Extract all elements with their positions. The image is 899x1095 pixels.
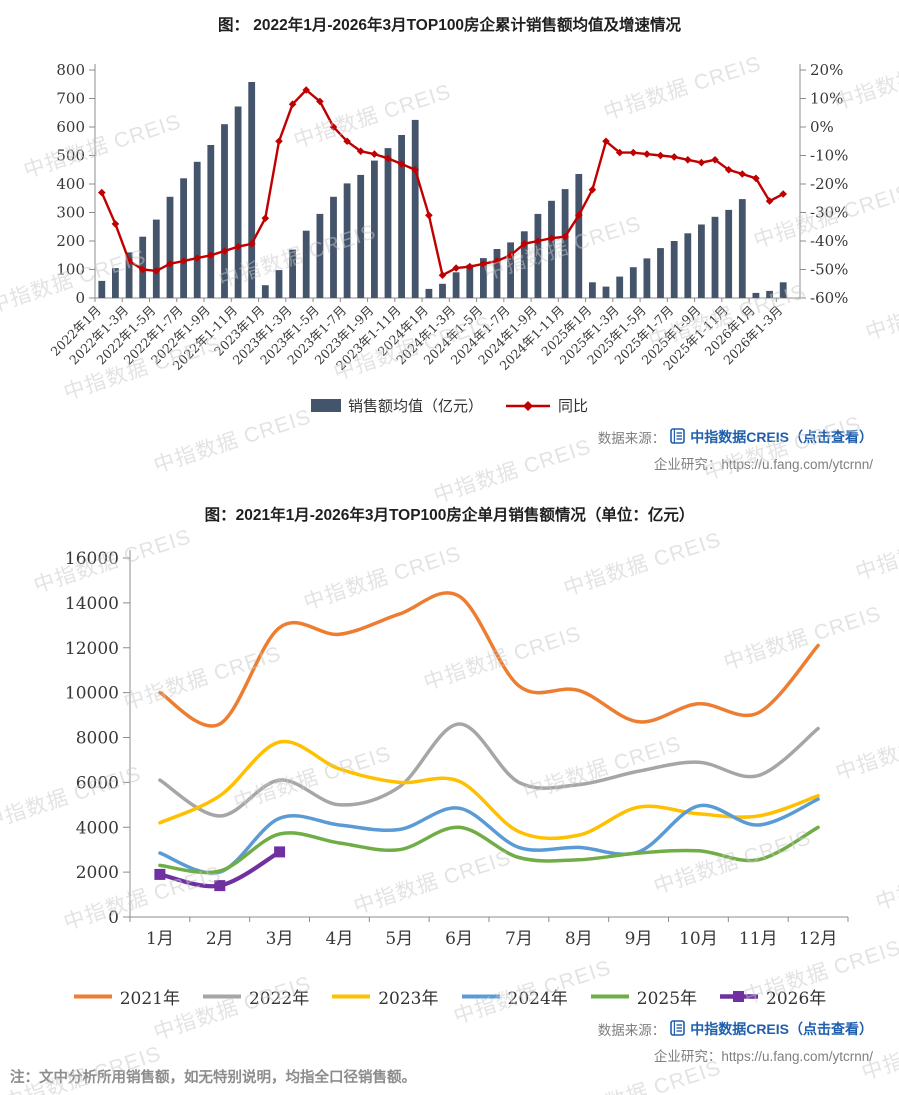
legend-label: 2022年 bbox=[248, 989, 310, 1009]
svg-text:0: 0 bbox=[75, 289, 85, 307]
svg-text:2月: 2月 bbox=[206, 929, 234, 949]
legend-item-2026年: 2026年 bbox=[719, 984, 826, 1009]
legend-item-2021年: 2021年 bbox=[73, 984, 180, 1009]
legend-label: 2025年 bbox=[636, 989, 698, 1009]
chart1-legend: 销售额均值（亿元） 同比 bbox=[0, 395, 899, 416]
footnote: 注：文中分析所用销售额，如无特别说明，均指全口径销售额。 bbox=[10, 1070, 416, 1086]
svg-text:3月: 3月 bbox=[266, 929, 294, 949]
svg-text:10%: 10% bbox=[810, 90, 843, 108]
svg-text:-10%: -10% bbox=[810, 147, 848, 165]
svg-text:-60%: -60% bbox=[810, 289, 848, 307]
svg-text:400: 400 bbox=[56, 175, 85, 193]
svg-text:12000: 12000 bbox=[65, 639, 119, 659]
svg-text:-20%: -20% bbox=[810, 175, 848, 193]
line-swatch bbox=[332, 994, 371, 999]
research-link[interactable]: 企业研究：https://u.fang.com/ytcrnn/ bbox=[653, 1049, 873, 1064]
svg-text:6000: 6000 bbox=[76, 773, 119, 793]
watermark-text: 中指数据 CREIS bbox=[430, 435, 595, 508]
svg-text:16000: 16000 bbox=[65, 549, 119, 569]
svg-text:6月: 6月 bbox=[445, 929, 473, 949]
svg-text:8000: 8000 bbox=[76, 729, 119, 749]
svg-text:-40%: -40% bbox=[810, 232, 848, 250]
svg-text:0: 0 bbox=[108, 908, 119, 928]
svg-text:700: 700 bbox=[56, 90, 85, 108]
legend-label: 同比 bbox=[558, 397, 589, 415]
svg-text:5月: 5月 bbox=[385, 929, 413, 949]
creis-link[interactable]: 中指数据CREIS（点击查看） bbox=[690, 429, 873, 445]
source-block-1: 数据来源： 中指数据CREIS（点击查看） 企业研究：https://u.fan… bbox=[598, 424, 873, 476]
chart1-title: 图： 2022年1月-2026年3月TOP100房企累计销售额均值及增速情况 bbox=[217, 17, 682, 34]
data-source-label: 数据来源： bbox=[597, 1023, 666, 1038]
research-row: 企业研究：https://u.fang.com/ytcrnn/ bbox=[598, 450, 873, 476]
legend-item-yoy-line: 同比 bbox=[505, 395, 588, 416]
source-block-2: 数据来源： 中指数据CREIS（点击查看） 企业研究：https://u.fan… bbox=[598, 1016, 873, 1068]
monthly-sales-line-chart: 0 2000 4000 6000 8000 10000 12000 14000 16000 1月 2… bbox=[65, 549, 849, 949]
line-swatch bbox=[720, 991, 759, 1002]
svg-text:600: 600 bbox=[56, 118, 85, 136]
line-swatch bbox=[73, 994, 112, 999]
legend-item-bar-avg-sales: 销售额均值（亿元） bbox=[310, 395, 483, 416]
legend-label: 销售额均值（亿元） bbox=[347, 397, 483, 415]
svg-text:1月: 1月 bbox=[146, 929, 174, 949]
svg-text:-30%: -30% bbox=[810, 204, 848, 222]
legend-item-2023年: 2023年 bbox=[331, 984, 439, 1009]
line-swatch bbox=[590, 994, 629, 999]
line-diamond-swatch bbox=[506, 400, 550, 411]
svg-text:2000: 2000 bbox=[76, 863, 119, 883]
legend-label: 2023年 bbox=[378, 989, 439, 1009]
research-row: 企业研究：https://u.fang.com/ytcrnn/ bbox=[598, 1042, 873, 1068]
svg-text:4月: 4月 bbox=[326, 929, 354, 949]
bar-swatch bbox=[310, 399, 341, 412]
svg-text:7月: 7月 bbox=[505, 929, 533, 949]
svg-text:4000: 4000 bbox=[76, 818, 119, 838]
legend-item-2025年: 2025年 bbox=[590, 984, 697, 1009]
svg-text:8月: 8月 bbox=[565, 929, 593, 949]
svg-text:100: 100 bbox=[56, 261, 85, 279]
svg-text:800: 800 bbox=[56, 61, 85, 79]
line-swatch bbox=[461, 994, 500, 999]
cumulative-sales-bar-line-chart: 0 100 200 300 400 500 600 700 800 -60% -50% -40% -30… bbox=[48, 61, 849, 373]
svg-text:9月: 9月 bbox=[625, 929, 653, 949]
svg-text:0%: 0% bbox=[810, 118, 834, 136]
data-source-label: 数据来源： bbox=[597, 431, 666, 446]
svg-text:12月: 12月 bbox=[799, 929, 838, 949]
chart2-title: 图：2021年1月-2026年3月TOP100房企单月销售额情况（单位：亿元） bbox=[204, 507, 695, 524]
svg-text:500: 500 bbox=[56, 147, 85, 165]
svg-text:14000: 14000 bbox=[65, 594, 119, 614]
legend-item-2024年: 2024年 bbox=[461, 984, 568, 1009]
svg-text:11月: 11月 bbox=[739, 929, 778, 949]
data-source-row: 数据来源： 中指数据CREIS（点击查看） bbox=[598, 424, 873, 450]
creis-doc-icon bbox=[670, 427, 686, 447]
creis-link[interactable]: 中指数据CREIS（点击查看） bbox=[690, 1021, 873, 1037]
svg-text:-50%: -50% bbox=[810, 261, 848, 279]
legend-label: 2024年 bbox=[507, 989, 568, 1009]
data-source-row: 数据来源： 中指数据CREIS（点击查看） bbox=[598, 1016, 873, 1042]
creis-doc-icon bbox=[670, 1019, 686, 1039]
svg-text:20%: 20% bbox=[810, 61, 843, 79]
legend-label: 2026年 bbox=[766, 989, 827, 1009]
research-link[interactable]: 企业研究：https://u.fang.com/ytcrnn/ bbox=[653, 457, 873, 472]
svg-text:200: 200 bbox=[56, 232, 85, 250]
line-swatch bbox=[202, 994, 241, 999]
svg-text:300: 300 bbox=[56, 204, 85, 222]
svg-text:10000: 10000 bbox=[65, 684, 119, 704]
legend-item-2022年: 2022年 bbox=[202, 984, 309, 1009]
svg-text:10月: 10月 bbox=[679, 929, 718, 949]
chart2-legend: 2021年 2022年 2023年 2024年 2025年 2026年 bbox=[0, 984, 899, 1009]
legend-label: 2021年 bbox=[119, 989, 180, 1009]
